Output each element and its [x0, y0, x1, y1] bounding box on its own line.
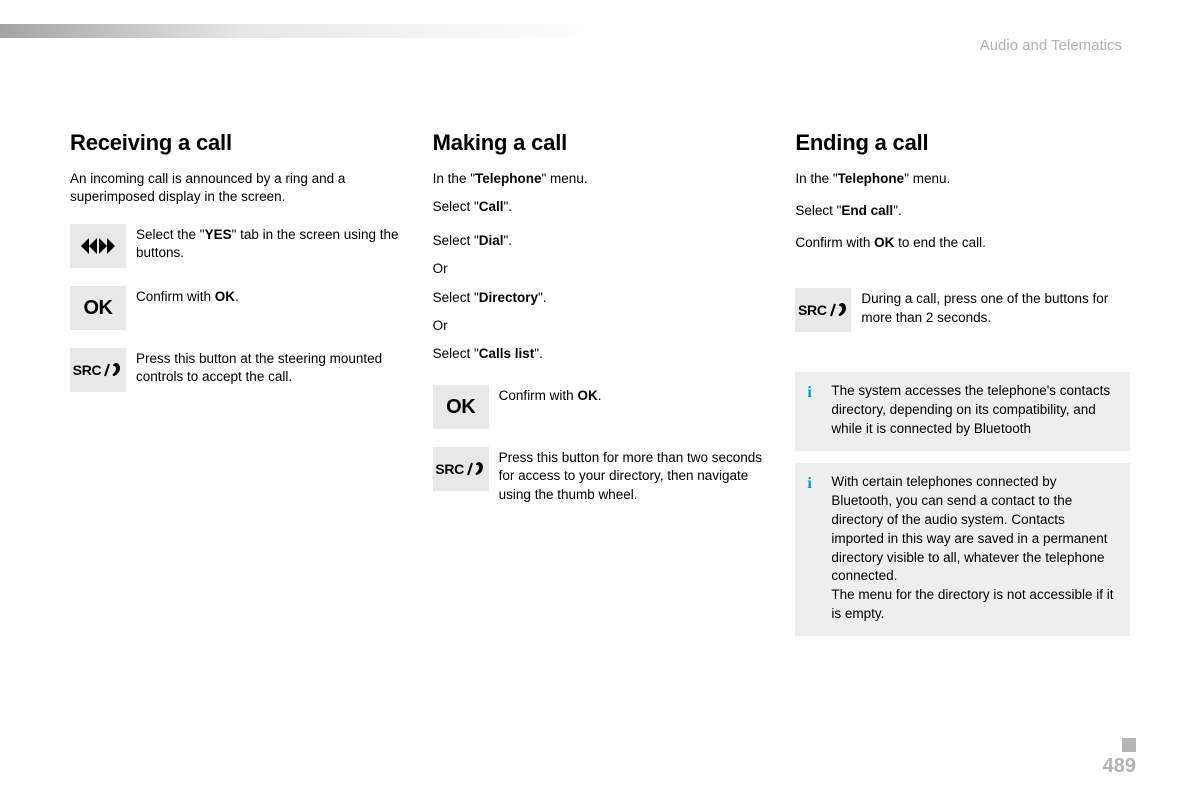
text-fragment: Select ": [795, 203, 841, 218]
text-fragment: Select ": [433, 199, 479, 214]
ok-button-icon: OK: [70, 286, 126, 330]
column-receiving: Receiving a call An incoming call is ann…: [70, 128, 405, 648]
receiving-step2-text: Confirm with OK.: [136, 286, 239, 306]
text-fragment: ".: [538, 290, 547, 305]
src-label: SRC: [73, 361, 102, 380]
text-fragment: .: [235, 289, 239, 304]
top-gradient-bar: [0, 24, 600, 38]
info-icon: i: [807, 382, 811, 404]
text-bold: Dial: [479, 233, 504, 248]
text-bold: Directory: [479, 290, 538, 305]
ending-intro: In the "Telephone" menu.: [795, 170, 1130, 188]
info-icon: i: [807, 473, 811, 495]
text-bold: OK: [577, 388, 597, 403]
making-confirm-text: Confirm with OK.: [499, 385, 602, 405]
making-intro: In the "Telephone" menu.: [433, 170, 768, 188]
text-fragment: ".: [534, 346, 543, 361]
text-fragment: .: [598, 388, 602, 403]
text-bold: Telephone: [475, 171, 542, 186]
info-box-1-text: The system accesses the telephone's cont…: [831, 383, 1110, 436]
text-fragment: In the ": [795, 171, 837, 186]
text-fragment: Confirm with: [795, 235, 874, 250]
text-fragment: ".: [504, 233, 513, 248]
making-or-1: Or: [433, 260, 768, 278]
src-phone-button-icon: SRC: [70, 348, 126, 392]
receiving-step-1: Select the "YES" tab in the screen using…: [70, 224, 405, 268]
text-fragment: Confirm with: [136, 289, 215, 304]
making-src-step: SRC Press this button for more than two …: [433, 447, 768, 504]
text-fragment: Select ": [433, 346, 479, 361]
text-bold: Telephone: [838, 171, 905, 186]
text-fragment: Select ": [433, 290, 479, 305]
text-fragment: ".: [893, 203, 902, 218]
making-confirm-ok: OK Confirm with OK.: [433, 385, 768, 429]
text-fragment: " menu.: [904, 171, 950, 186]
column-making: Making a call In the "Telephone" menu. S…: [433, 128, 768, 648]
ending-src-text: During a call, press one of the buttons …: [861, 288, 1130, 326]
src-label: SRC: [798, 301, 827, 320]
receiving-step1-text: Select the "YES" tab in the screen using…: [136, 224, 405, 262]
info-box-2-text-b: The menu for the directory is not access…: [831, 587, 1113, 621]
info-box-2-text-a: With certain telephones connected by Blu…: [831, 474, 1107, 583]
ok-button-icon: OK: [433, 385, 489, 429]
ending-confirm: Confirm with OK to end the call.: [795, 234, 1130, 252]
ending-select-end: Select "End call".: [795, 202, 1130, 220]
making-select-calls-list: Select "Calls list".: [433, 345, 768, 363]
src-label: SRC: [435, 460, 464, 479]
text-bold: OK: [874, 235, 894, 250]
receiving-title: Receiving a call: [70, 128, 405, 158]
src-phone-button-icon: SRC: [795, 288, 851, 332]
receiving-intro: An incoming call is announced by a ring …: [70, 170, 405, 206]
text-fragment: Select ": [433, 233, 479, 248]
receiving-step3-text: Press this button at the steering mounte…: [136, 348, 405, 386]
text-bold: OK: [215, 289, 235, 304]
making-select-call: Select "Call".: [433, 198, 768, 216]
ending-src-step: SRC During a call, press one of the butt…: [795, 288, 1130, 332]
making-select-dial: Select "Dial".: [433, 232, 768, 250]
making-select-directory: Select "Directory".: [433, 289, 768, 307]
text-fragment: Confirm with: [499, 388, 578, 403]
making-src-text: Press this button for more than two seco…: [499, 447, 768, 504]
receiving-step-3: SRC Press this button at the steering mo…: [70, 348, 405, 392]
text-fragment: ".: [504, 199, 513, 214]
page-number: 489: [1103, 753, 1136, 780]
info-box-1: i The system accesses the telephone's co…: [795, 372, 1130, 451]
text-fragment: In the ": [433, 171, 475, 186]
text-bold: YES: [205, 227, 232, 242]
text-fragment: Select the ": [136, 227, 205, 242]
content-columns: Receiving a call An incoming call is ann…: [70, 128, 1130, 648]
text-fragment: to end the call.: [894, 235, 986, 250]
text-fragment: " menu.: [542, 171, 588, 186]
info-box-2: i With certain telephones connected by B…: [795, 463, 1130, 636]
text-bold: Calls list: [479, 346, 535, 361]
text-bold: End call: [841, 203, 893, 218]
text-bold: Call: [479, 199, 504, 214]
corner-marker-icon: [1122, 738, 1136, 752]
column-ending: Ending a call In the "Telephone" menu. S…: [795, 128, 1130, 648]
section-header-label: Audio and Telematics: [980, 36, 1122, 56]
making-title: Making a call: [433, 128, 768, 158]
making-or-2: Or: [433, 317, 768, 335]
receiving-step-2: OK Confirm with OK.: [70, 286, 405, 330]
src-phone-button-icon: SRC: [433, 447, 489, 491]
ending-title: Ending a call: [795, 128, 1130, 158]
seek-buttons-icon: [70, 224, 126, 268]
